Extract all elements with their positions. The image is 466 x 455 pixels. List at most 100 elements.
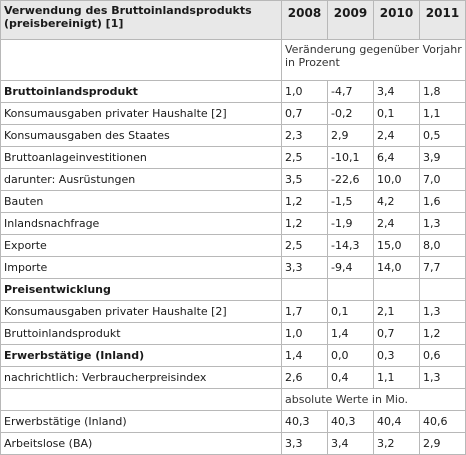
value-cell: 2,6 — [281, 366, 328, 389]
value-cell: -22,6 — [327, 168, 374, 191]
value-cell: 40,6 — [419, 410, 466, 433]
value-cell: 3,5 — [281, 168, 328, 191]
row-label: Exporte — [0, 234, 282, 257]
value-cell: 1,3 — [419, 366, 466, 389]
unit-note-absolute: absolute Werte in Mio. — [281, 388, 466, 411]
header-row: Verwendung des Bruttoinlandsprodukts (pr… — [0, 0, 466, 40]
table-row: nachrichtlich: Verbraucherpreisindex 2,6 0… — [0, 366, 466, 389]
value-cell: 1,8 — [419, 80, 466, 103]
value-cell: 2,4 — [373, 212, 420, 235]
value-cell: 4,2 — [373, 190, 420, 213]
value-cell: 0,1 — [327, 300, 374, 323]
value-cell: 2,5 — [281, 234, 328, 257]
year-header: 2010 — [373, 0, 420, 40]
table-row: darunter: Ausrüstungen 3,5 -22,6 10,0 7,0 — [0, 168, 466, 191]
value-cell: 3,9 — [419, 146, 466, 169]
value-cell: 1,4 — [327, 322, 374, 345]
table-row: Konsumausgaben des Staates 2,3 2,9 2,4 0,5 — [0, 124, 466, 147]
table-row: Bruttoinlandsprodukt 1,0 1,4 0,7 1,2 — [0, 322, 466, 345]
value-cell: 1,1 — [373, 366, 420, 389]
value-cell: 15,0 — [373, 234, 420, 257]
table-row: Erwerbstätige (Inland) 1,4 0,0 0,3 0,6 — [0, 344, 466, 367]
value-cell: 40,3 — [327, 410, 374, 433]
value-cell: 1,7 — [281, 300, 328, 323]
value-cell: 0,3 — [373, 344, 420, 367]
unit-note-row: Veränderung gegenüber Vorjahr in Prozent — [0, 39, 466, 81]
value-cell: 1,2 — [281, 212, 328, 235]
value-cell: 1,6 — [419, 190, 466, 213]
year-header: 2009 — [327, 0, 374, 40]
value-cell: 2,9 — [327, 124, 374, 147]
table-row: Inlandsnachfrage 1,2 -1,9 2,4 1,3 — [0, 212, 466, 235]
table-row: Bauten 1,2 -1,5 4,2 1,6 — [0, 190, 466, 213]
value-cell: 7,7 — [419, 256, 466, 279]
row-label: Konsumausgaben privater Haushalte [2] — [0, 300, 282, 323]
table-row: Bruttoinlandsprodukt 1,0 -4,7 3,4 1,8 — [0, 80, 466, 103]
value-cell: -0,2 — [327, 102, 374, 125]
value-cell: 2,5 — [281, 146, 328, 169]
table-row: Exporte 2,5 -14,3 15,0 8,0 — [0, 234, 466, 257]
value-cell: 0,1 — [373, 102, 420, 125]
row-label: Konsumausgaben des Staates — [0, 124, 282, 147]
value-cell: 1,1 — [419, 102, 466, 125]
value-cell: -14,3 — [327, 234, 374, 257]
value-cell: 8,0 — [419, 234, 466, 257]
value-cell: 0,7 — [373, 322, 420, 345]
table-row: Konsumausgaben privater Haushalte [2] 1,7… — [0, 300, 466, 323]
value-cell: 2,4 — [373, 124, 420, 147]
value-cell: -4,7 — [327, 80, 374, 103]
year-header: 2008 — [281, 0, 328, 40]
value-cell — [419, 278, 466, 301]
row-label: Bruttoinlandsprodukt — [0, 322, 282, 345]
table-row: Preisentwicklung — [0, 278, 466, 301]
value-cell: -1,9 — [327, 212, 374, 235]
value-cell: 0,0 — [327, 344, 374, 367]
value-cell: 1,2 — [281, 190, 328, 213]
value-cell: 10,0 — [373, 168, 420, 191]
year-header: 2011 — [419, 0, 466, 40]
value-cell — [373, 278, 420, 301]
row-label: Inlandsnachfrage — [0, 212, 282, 235]
value-cell: 1,0 — [281, 322, 328, 345]
empty-cell — [0, 39, 282, 81]
value-cell: 40,3 — [281, 410, 328, 433]
row-label: darunter: Ausrüstungen — [0, 168, 282, 191]
value-cell: 2,3 — [281, 124, 328, 147]
value-cell: 1,3 — [419, 300, 466, 323]
row-label: Bauten — [0, 190, 282, 213]
value-cell: 3,4 — [373, 80, 420, 103]
value-cell: 0,6 — [419, 344, 466, 367]
row-label: Preisentwicklung — [0, 278, 282, 301]
value-cell: 1,4 — [281, 344, 328, 367]
table-row: Konsumausgaben privater Haushalte [2] 0,7… — [0, 102, 466, 125]
table-row: Importe 3,3 -9,4 14,0 7,7 — [0, 256, 466, 279]
value-cell: 1,3 — [419, 212, 466, 235]
row-label: Bruttoanlageinvestitionen — [0, 146, 282, 169]
value-cell: 14,0 — [373, 256, 420, 279]
empty-cell — [0, 388, 282, 411]
value-cell — [327, 278, 374, 301]
table-header-label: Verwendung des Bruttoinlandsprodukts (pr… — [0, 0, 282, 40]
row-label: Erwerbstätige (Inland) — [0, 344, 282, 367]
table-row: Bruttoanlageinvestitionen 2,5 -10,1 6,4 3,9 — [0, 146, 466, 169]
value-cell: -1,5 — [327, 190, 374, 213]
row-label: Erwerbstätige (Inland) — [0, 410, 282, 433]
value-cell: 6,4 — [373, 146, 420, 169]
row-label: Importe — [0, 256, 282, 279]
value-cell: -9,4 — [327, 256, 374, 279]
value-cell: 3,3 — [281, 256, 328, 279]
unit-note-row: absolute Werte in Mio. — [0, 388, 466, 411]
value-cell: 1,2 — [419, 322, 466, 345]
row-label: Konsumausgaben privater Haushalte [2] — [0, 102, 282, 125]
value-cell: 0,7 — [281, 102, 328, 125]
table-row: Erwerbstätige (Inland) 40,3 40,3 40,4 40,6 — [0, 410, 466, 433]
value-cell: 0,5 — [419, 124, 466, 147]
value-cell: 0,4 — [327, 366, 374, 389]
value-cell: 2,1 — [373, 300, 420, 323]
value-cell: -10,1 — [327, 146, 374, 169]
unit-note-percent: Veränderung gegenüber Vorjahr in Prozent — [281, 39, 466, 81]
value-cell: 40,4 — [373, 410, 420, 433]
value-cell: 7,0 — [419, 168, 466, 191]
value-cell — [281, 278, 328, 301]
